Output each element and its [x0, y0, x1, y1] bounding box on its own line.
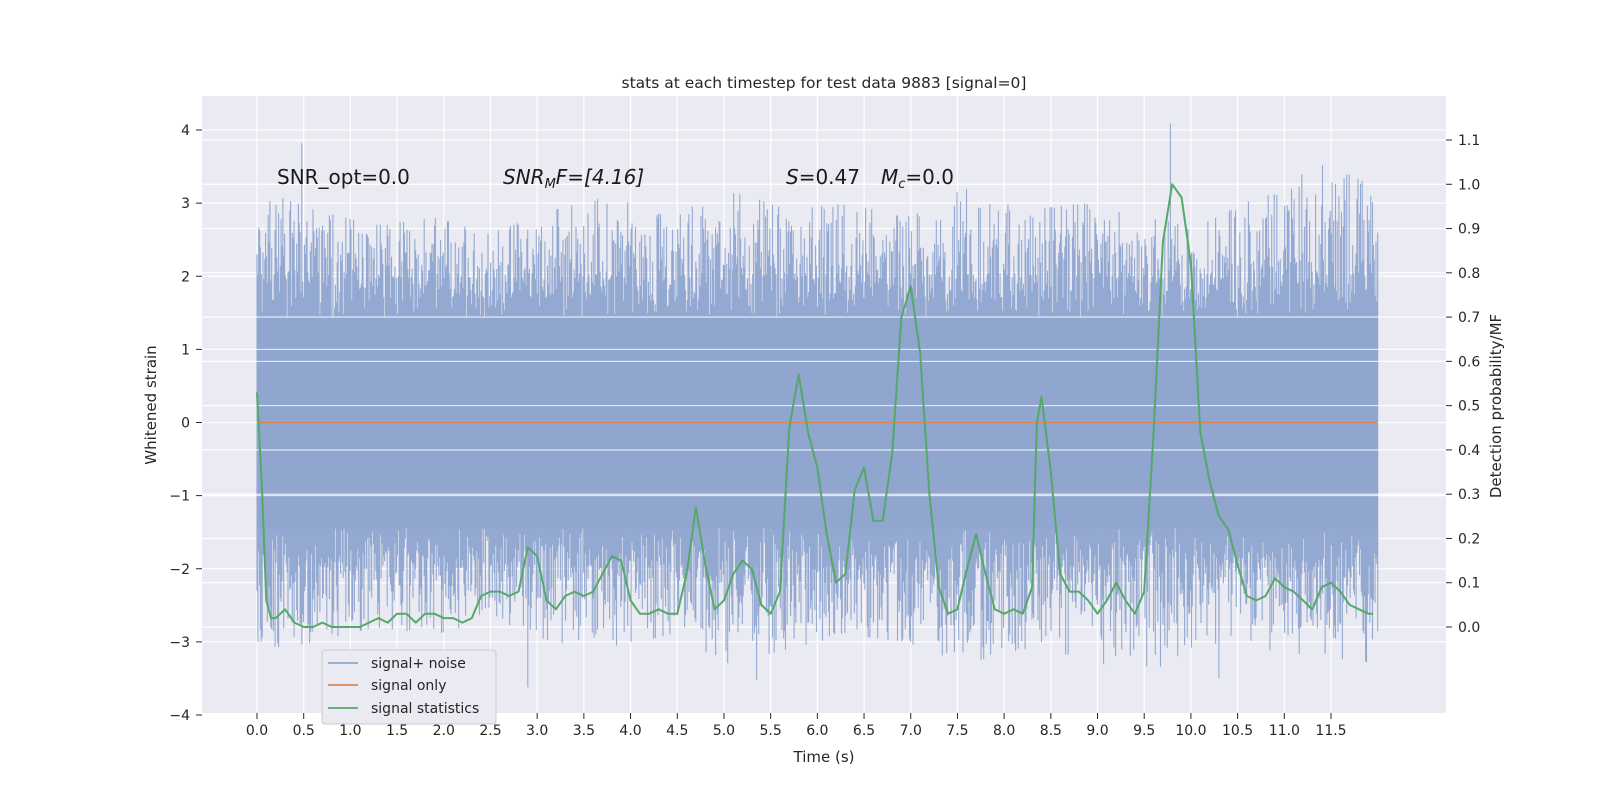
x-tick-label: 4.0 [619, 723, 641, 739]
x-tick-label: 1.0 [339, 723, 361, 739]
x-tick-label: 10.5 [1222, 723, 1253, 739]
x-tick-label: 2.5 [479, 723, 501, 739]
y-tick-label: 4 [181, 123, 190, 139]
legend-label-signal-only: signal only [371, 678, 446, 694]
s-symbol: S [786, 165, 799, 189]
annotation-snr-mf: SNRMF=[4.16] [503, 165, 644, 192]
x-tick-label: 7.5 [946, 723, 968, 739]
line-series [256, 183, 1378, 628]
x-tick-label: 9.0 [1086, 723, 1108, 739]
x-tick-label: 5.5 [760, 723, 782, 739]
x-tick-label: 8.0 [993, 723, 1015, 739]
ticks: 0.0 0.5 1.0 1.5 2.0 2.5 3.0 3.5 4.0 4.5 5.0 5.5 6.0 6… [169, 123, 1480, 739]
chart-title: stats at each timestep for test data 988… [622, 74, 1027, 92]
x-tick-label: 1.5 [386, 723, 408, 739]
y-tick-label: −1 [169, 489, 190, 505]
x-tick-label: 9.5 [1133, 723, 1155, 739]
y2-tick-label: 0.4 [1458, 443, 1480, 459]
y-tick-label: 2 [181, 269, 190, 285]
y-tick-label: −3 [169, 635, 190, 651]
legend-label-signal-statistics: signal statistics [371, 701, 479, 717]
y2-tick-label: 0.6 [1458, 354, 1480, 370]
x-tick-label: 4.5 [666, 723, 688, 739]
x-tick-label: 0.5 [293, 723, 315, 739]
y-tick-label: −2 [169, 562, 190, 578]
x-tick-label: 7.0 [900, 723, 922, 739]
x-tick-label: 0.0 [246, 723, 268, 739]
legend: signal+ noise signal only signal statist… [321, 649, 497, 725]
x-tick-label: 11.0 [1269, 723, 1300, 739]
y2-tick-label: 1.1 [1458, 133, 1480, 149]
legend-label-signal-noise: signal+ noise [371, 656, 466, 672]
y2-tick-label: 0.0 [1458, 620, 1480, 636]
x-tick-label: 6.0 [806, 723, 828, 739]
mc-symbol: M [881, 165, 898, 189]
x-tick-label: 6.5 [853, 723, 875, 739]
y2-tick-label: 0.8 [1458, 266, 1480, 282]
annotation-s: S=0.47 [786, 165, 860, 189]
snr-mf-subscript: M [545, 177, 556, 192]
y-tick-label: 3 [181, 196, 190, 212]
annotation-mc: Mc=0.0 [881, 165, 954, 192]
y2-tick-label: 0.3 [1458, 487, 1480, 503]
x-tick-label: 2.0 [433, 723, 455, 739]
y2-tick-label: 0.1 [1458, 576, 1480, 592]
y-tick-label: −4 [169, 708, 190, 724]
mc-subscript: c [898, 177, 905, 192]
y2-tick-label: 1.0 [1458, 177, 1480, 193]
x-tick-label: 10.0 [1175, 723, 1206, 739]
x-tick-label: 5.0 [713, 723, 735, 739]
s-value: =0.47 [799, 165, 860, 189]
y2-axis-label: Detection probability/MF [1487, 314, 1505, 498]
x-axis-label: Time (s) [793, 748, 855, 766]
x-tick-label: 8.5 [1040, 723, 1062, 739]
y-tick-label: 1 [181, 342, 190, 358]
y-axis-label: Whitened strain [142, 345, 160, 464]
y2-tick-label: 0.9 [1458, 222, 1480, 238]
annotation-snr-opt: SNR_opt=0.0 [277, 165, 410, 189]
snr-mf-value: F=[4.16] [556, 165, 644, 189]
signal-statistics-line [256, 183, 1373, 628]
mc-value: =0.0 [905, 165, 954, 189]
legend-box [321, 649, 497, 725]
snr-mf-symbol: SNR [503, 165, 545, 189]
y2-tick-label: 0.7 [1458, 310, 1480, 326]
y2-tick-label: 0.2 [1458, 531, 1480, 547]
y-tick-label: 0 [181, 416, 190, 432]
x-tick-label: 3.5 [573, 723, 595, 739]
y2-tick-label: 0.5 [1458, 399, 1480, 415]
x-tick-label: 11.5 [1315, 723, 1346, 739]
x-tick-label: 3.0 [526, 723, 548, 739]
